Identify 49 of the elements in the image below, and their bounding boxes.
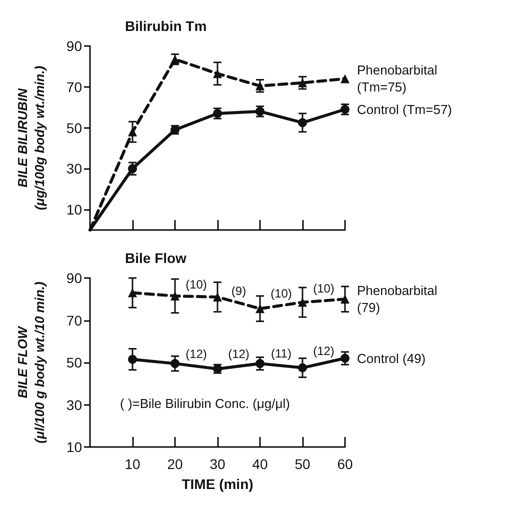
y-tick-label: 30: [66, 160, 82, 177]
y-axis-title: BILE BILIRUBIN (μg/100g body wt./min.): [15, 66, 47, 210]
annotation: (11): [271, 346, 292, 361]
x-tick-label: 60: [337, 456, 353, 472]
point: [340, 294, 350, 304]
point: [298, 298, 307, 307]
y-tick-label: 90: [66, 270, 82, 286]
y-tick-label: 30: [66, 396, 82, 413]
chart-title: Bile Flow: [125, 250, 187, 266]
chart-title: Bilirubin Tm: [125, 18, 207, 34]
annotation: (12): [186, 347, 207, 362]
annotation: (12): [228, 347, 250, 362]
y-tick-label: 70: [66, 78, 82, 95]
annotation: ( )=Bile Bilirubin Conc. (μg/μl): [120, 396, 290, 411]
point: [298, 363, 307, 372]
y-tick-label: 50: [66, 354, 82, 370]
point: [340, 354, 350, 363]
x-axis-title: TIME (min): [182, 476, 254, 492]
point: [170, 359, 180, 368]
point: [213, 292, 222, 302]
x-tick-label: 20: [167, 456, 183, 472]
y-tick-label: 10: [66, 202, 82, 218]
point: [128, 288, 137, 298]
point: [298, 78, 307, 88]
point: [128, 354, 137, 364]
series-label: Control (49): [357, 350, 426, 366]
y-tick-label: 10: [66, 439, 82, 455]
y-tick-label: 90: [66, 38, 82, 54]
point: [256, 304, 264, 314]
series-label: Control (Tm=57): [357, 102, 452, 117]
y-tick-label: 50: [66, 120, 82, 136]
x-tick-label: 40: [252, 456, 268, 472]
x-tick-label: 10: [124, 456, 140, 472]
x-tick-label: 50: [294, 456, 310, 472]
y-axis-title: BILE FLOW (μl/100 g body wt./10 min.): [15, 282, 47, 444]
annotation: (10): [270, 286, 292, 300]
point: [128, 164, 137, 174]
annotation: (12): [313, 344, 334, 358]
annotation: (10): [186, 277, 207, 292]
series-label: Phenobarbital (79): [357, 283, 441, 316]
point: [340, 74, 350, 84]
x-tick-label: 30: [210, 456, 226, 472]
y-tick-label: 70: [66, 312, 82, 328]
point: [256, 359, 264, 368]
annotation: (9): [231, 284, 246, 298]
point: [298, 118, 307, 128]
point: [213, 69, 222, 78]
annotation: (10): [313, 282, 334, 296]
series-label: Phenobarbital (Tm=75): [357, 62, 441, 95]
